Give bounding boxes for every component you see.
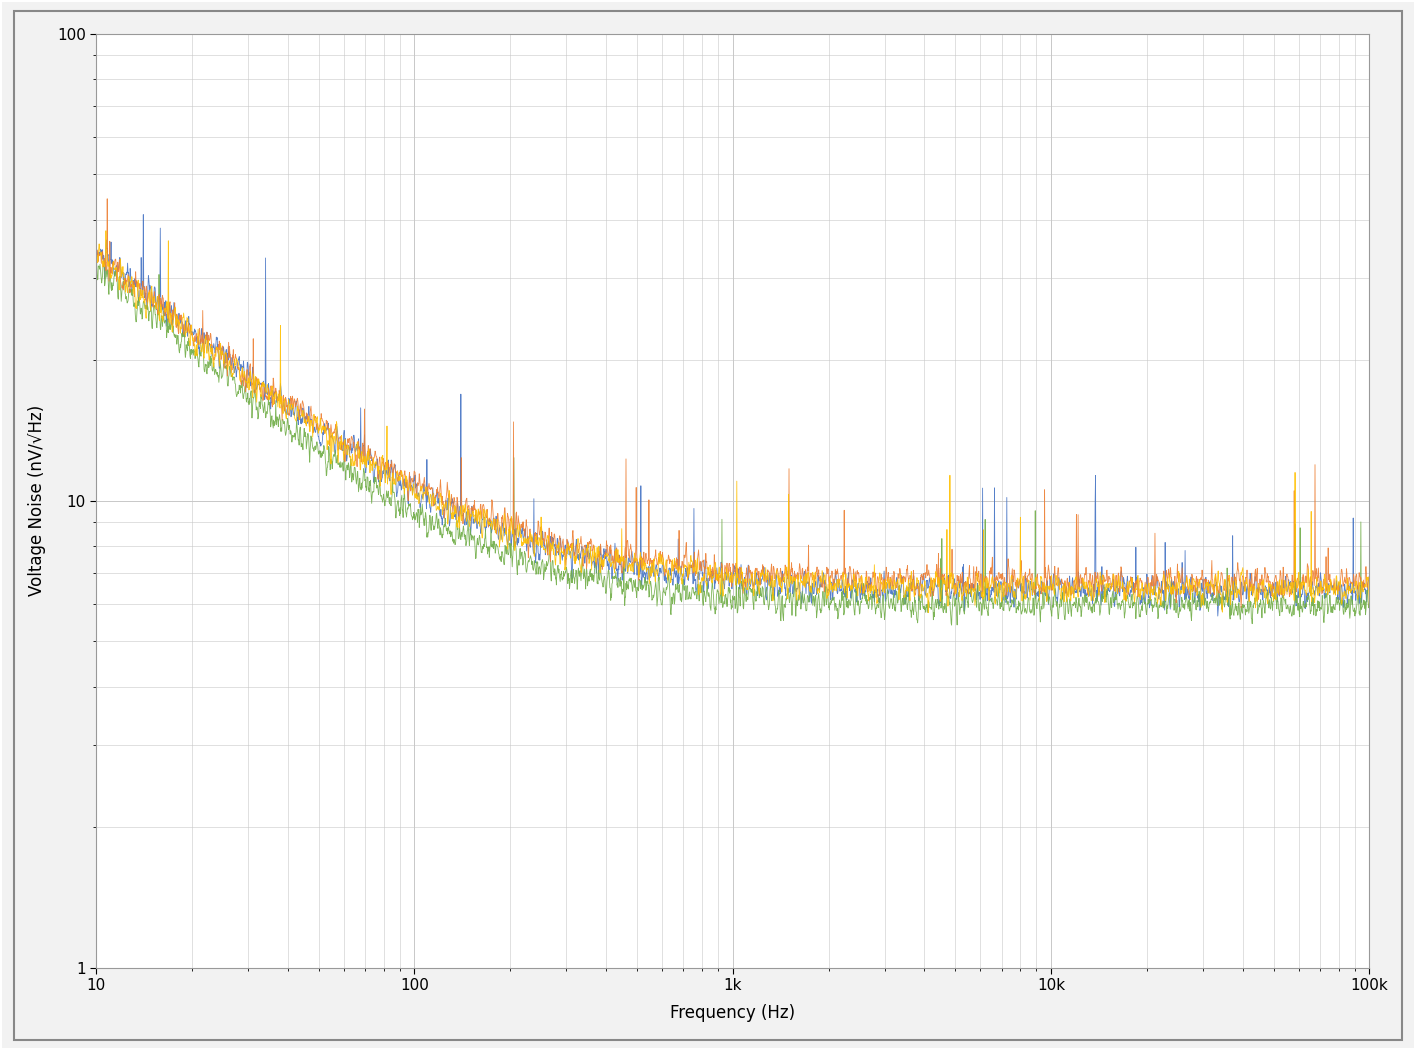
Y-axis label: Voltage Noise (nV/√Hz): Voltage Noise (nV/√Hz): [28, 405, 45, 596]
X-axis label: Frequency (Hz): Frequency (Hz): [670, 1004, 796, 1023]
